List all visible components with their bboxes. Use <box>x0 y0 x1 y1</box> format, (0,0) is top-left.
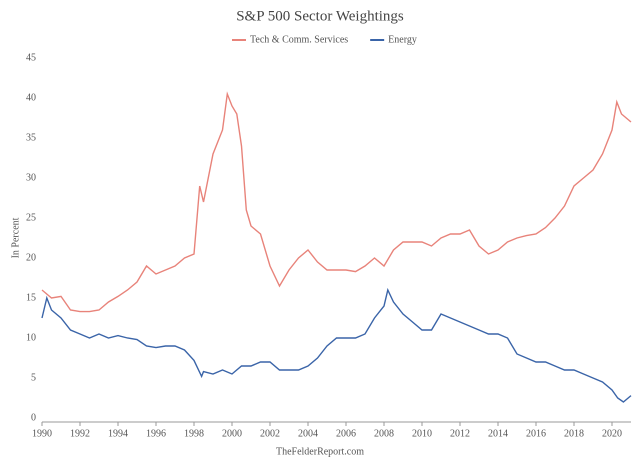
x-tick-label: 1996 <box>146 428 166 439</box>
x-tick-label: 2016 <box>526 428 546 439</box>
y-tick-label: 15 <box>26 292 36 303</box>
y-tick-label: 10 <box>26 332 36 343</box>
x-tick-label: 2018 <box>564 428 584 439</box>
y-tick-label: 30 <box>26 172 36 183</box>
x-tick-label: 1990 <box>32 428 52 439</box>
x-tick-label: 2006 <box>336 428 356 439</box>
legend-label: Tech & Comm. Services <box>250 34 348 45</box>
line-series <box>41 91 632 313</box>
x-tick-label: 2020 <box>602 428 622 439</box>
x-tick-label: 2002 <box>260 428 280 439</box>
y-axis-label: In Percent <box>10 217 21 258</box>
chart-title: S&P 500 Sector Weightings <box>236 8 404 24</box>
x-tick-label: 1992 <box>70 428 90 439</box>
source: TheFelderReport.com <box>276 446 364 457</box>
y-tick-label: 35 <box>26 132 36 143</box>
legend-label: Energy <box>388 34 417 45</box>
x-tick-label: 2008 <box>374 428 394 439</box>
y-tick-label: 40 <box>26 92 36 103</box>
y-tick-label: 0 <box>31 412 36 423</box>
x-tick-label: 1994 <box>108 428 128 439</box>
y-tick-label: 25 <box>26 212 36 223</box>
y-tick-label: 5 <box>31 372 36 383</box>
x-tick-label: 2000 <box>222 428 242 439</box>
x-tick-label: 2012 <box>450 428 470 439</box>
x-tick-label: 2004 <box>298 428 318 439</box>
line-series <box>41 287 632 403</box>
x-tick-label: 2010 <box>412 428 432 439</box>
y-tick-label: 45 <box>26 52 36 63</box>
x-tick-label: 1998 <box>184 428 204 439</box>
y-tick-label: 20 <box>26 252 36 263</box>
x-tick-label: 2014 <box>488 428 508 439</box>
